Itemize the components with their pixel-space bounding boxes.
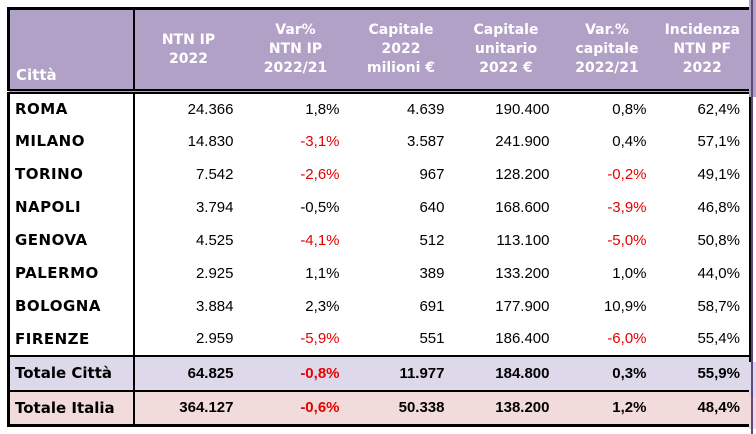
city-name: BOLOGNA	[8, 289, 135, 323]
cell-capitale: 389	[419, 264, 445, 282]
header-row: Città NTN IP 2022 Var% NTN IP 2022/21 Ca…	[8, 8, 751, 94]
cell-incidenza: 55,9%	[655, 354, 751, 392]
cell-ntn: 3.884	[195, 297, 234, 315]
cell-ntn: 24.366	[187, 100, 234, 118]
cell-var-ntn: -0,8%	[242, 354, 349, 392]
column-header-capitale-2022: Capitale 2022 milioni €	[348, 8, 454, 94]
table-row-genova: GENOVA 4.525 -4,1% 512 113.100 -5,0% 50,…	[8, 223, 751, 257]
cell-var-capitale: 1,2%	[612, 399, 647, 417]
real-estate-statistics-table: Città NTN IP 2022 Var% NTN IP 2022/21 Ca…	[7, 7, 752, 427]
cell-capitale: 967	[419, 165, 445, 183]
city-name: MILANO	[8, 124, 135, 158]
cell-capitale-unitario: 113.100	[496, 231, 550, 249]
column-header-capitale-unitario: Capitale unitario 2022 €	[453, 8, 559, 94]
city-name: PALERMO	[8, 256, 135, 290]
cell-ntn: 2.959	[195, 330, 234, 347]
table-row-napoli: NAPOLI 3.794 -0,5% 640 168.600 -3,9% 46,…	[8, 190, 751, 224]
cell-var-capitale: 0,8%	[612, 100, 647, 118]
cell-var-ntn: -4,1%	[300, 231, 340, 249]
cell-var-capitale: 0,4%	[612, 132, 647, 150]
right-edge-accent-line	[751, 0, 753, 434]
total-label: Totale Città	[8, 354, 135, 392]
total-label: Totale Italia	[8, 390, 135, 426]
cell-var-ntn: -3,1%	[300, 132, 340, 150]
cell-ntn: 2.925	[195, 264, 234, 282]
table-row-milano: MILANO 14.830 -3,1% 3.587 241.900 0,4% 5…	[8, 124, 751, 158]
cell-ntn: 4.525	[195, 231, 234, 249]
cell-incidenza: 44,0%	[697, 264, 740, 282]
cell-var-ntn: -2,6%	[300, 165, 340, 183]
cell-incidenza: 46,8%	[697, 198, 740, 216]
city-name: FIRENZE	[8, 322, 135, 356]
cell-capitale: 3.587	[406, 132, 445, 150]
table-row-bologna: BOLOGNA 3.884 2,3% 691 177.900 10,9% 58,…	[8, 289, 751, 323]
cell-var-ntn: -0,6%	[300, 399, 340, 417]
cell-capitale: 640	[419, 198, 445, 216]
city-name: ROMA	[8, 91, 135, 125]
cell-capitale: 551	[419, 330, 445, 347]
cell-capitale-unitario: 241.900	[495, 132, 550, 150]
cell-capitale: 11.977	[348, 354, 454, 392]
cell-capitale-unitario: 138.200	[495, 399, 550, 417]
cell-var-capitale: 0,3%	[558, 354, 656, 392]
cell-incidenza: 48,4%	[697, 399, 740, 417]
column-header-citta: Città	[8, 8, 135, 94]
city-name: GENOVA	[8, 223, 135, 257]
table-row-torino: TORINO 7.542 -2,6% 967 128.200 -0,2% 49,…	[8, 157, 751, 191]
cell-var-ntn: 1,8%	[305, 100, 340, 118]
cell-incidenza: 62,4%	[697, 100, 740, 118]
cell-capitale-unitario: 184.800	[453, 354, 559, 392]
table-row-firenze: FIRENZE 2.959 -5,9% 551 186.400 -6,0% 55…	[8, 322, 751, 356]
cell-var-capitale: -6,0%	[607, 330, 647, 347]
cell-var-capitale: -3,9%	[607, 198, 647, 216]
cell-var-capitale: 1,0%	[612, 264, 647, 282]
column-header-var-ntn-ip: Var% NTN IP 2022/21	[242, 8, 349, 94]
city-name: NAPOLI	[8, 190, 135, 224]
cell-var-capitale: 10,9%	[603, 297, 647, 315]
table-row-totale-italia: Totale Italia 364.127 -0,6% 50.338 138.2…	[8, 390, 751, 426]
cell-capitale: 512	[419, 231, 445, 249]
cell-capitale: 4.639	[406, 100, 445, 118]
cell-capitale-unitario: 190.400	[495, 100, 550, 118]
cell-ntn: 7.542	[195, 165, 234, 183]
cell-capitale: 50.338	[398, 399, 445, 417]
table-row-roma: ROMA 24.366 1,8% 4.639 190.400 0,8% 62,4…	[8, 91, 751, 125]
cell-capitale-unitario: 177.900	[495, 297, 550, 315]
cell-incidenza: 50,8%	[697, 231, 740, 249]
cell-ntn: 3.794	[195, 198, 234, 216]
cell-var-ntn: -0,5%	[300, 198, 340, 216]
cell-incidenza: 57,1%	[697, 132, 740, 150]
cell-var-ntn: -5,9%	[300, 330, 340, 347]
cell-incidenza: 55,4%	[697, 330, 740, 347]
cell-incidenza: 58,7%	[697, 297, 740, 315]
cell-ntn: 364.127	[179, 399, 234, 417]
column-header-incidenza-ntn-pf: Incidenza NTN PF 2022	[655, 8, 751, 94]
cell-ntn: 64.825	[133, 354, 243, 392]
cell-var-ntn: 1,1%	[305, 264, 340, 282]
cell-ntn: 14.830	[187, 132, 234, 150]
column-header-var-capitale: Var.% capitale 2022/21	[558, 8, 656, 94]
cell-capitale-unitario: 128.200	[495, 165, 550, 183]
cell-var-capitale: -5,0%	[607, 231, 647, 249]
table-container: Città NTN IP 2022 Var% NTN IP 2022/21 Ca…	[7, 7, 752, 427]
cell-capitale: 691	[419, 297, 445, 315]
cell-capitale-unitario: 186.400	[495, 330, 550, 347]
cell-capitale-unitario: 133.200	[495, 264, 550, 282]
city-name: TORINO	[8, 157, 135, 191]
table-row-palermo: PALERMO 2.925 1,1% 389 133.200 1,0% 44,0…	[8, 256, 751, 290]
cell-capitale-unitario: 168.600	[495, 198, 550, 216]
table-row-totale-citta: Totale Città 64.825 -0,8% 11.977 184.800…	[8, 354, 751, 392]
cell-var-capitale: -0,2%	[607, 165, 647, 183]
cell-var-ntn: 2,3%	[305, 297, 340, 315]
column-header-ntn-ip-2022: NTN IP 2022	[133, 8, 243, 94]
cell-incidenza: 49,1%	[697, 165, 740, 183]
